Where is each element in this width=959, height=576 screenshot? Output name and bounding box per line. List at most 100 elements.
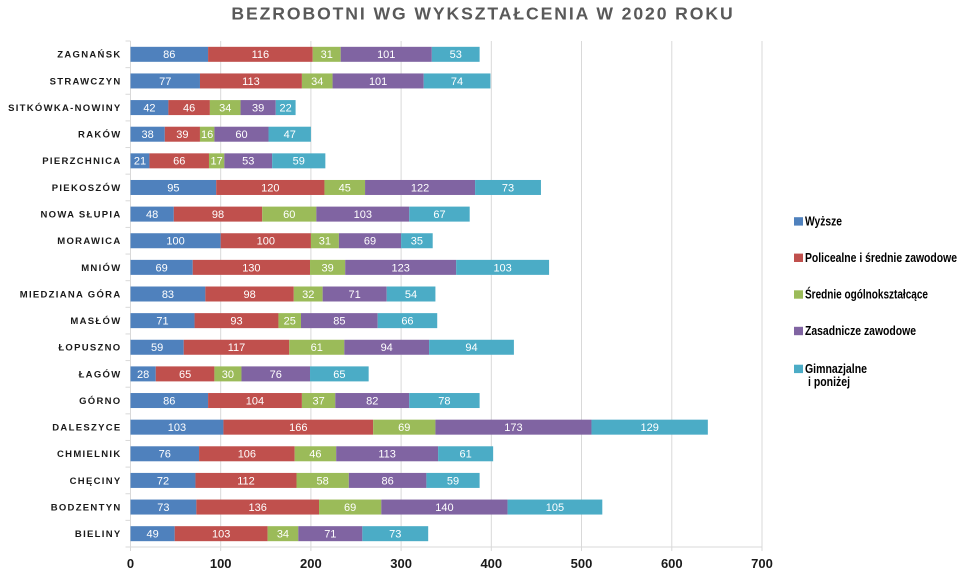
svg-text:100: 100 <box>210 556 232 571</box>
svg-text:21: 21 <box>134 156 146 168</box>
svg-text:123: 123 <box>392 262 410 274</box>
svg-text:85: 85 <box>333 316 345 328</box>
svg-text:0: 0 <box>127 556 134 571</box>
svg-text:60: 60 <box>283 209 295 221</box>
svg-text:SITKÓWKA-NOWINY: SITKÓWKA-NOWINY <box>8 102 121 114</box>
svg-text:140: 140 <box>435 502 453 514</box>
svg-text:78: 78 <box>438 395 450 407</box>
svg-text:CHĘCINY: CHĘCINY <box>70 476 122 487</box>
svg-text:PIEKOSZÓW: PIEKOSZÓW <box>52 182 122 194</box>
svg-text:83: 83 <box>162 289 174 301</box>
svg-text:34: 34 <box>311 76 323 88</box>
svg-text:17: 17 <box>211 156 223 168</box>
svg-text:37: 37 <box>312 395 324 407</box>
svg-text:BODZENTYN: BODZENTYN <box>51 502 122 513</box>
svg-text:i poniżej: i poniżej <box>808 374 850 389</box>
svg-text:69: 69 <box>155 262 167 274</box>
svg-text:45: 45 <box>339 182 351 194</box>
svg-text:RAKÓW: RAKÓW <box>78 129 121 141</box>
svg-text:100: 100 <box>166 236 184 248</box>
svg-text:35: 35 <box>411 236 423 248</box>
svg-text:82: 82 <box>366 395 378 407</box>
svg-text:59: 59 <box>293 156 305 168</box>
svg-text:101: 101 <box>377 49 395 61</box>
svg-text:NOWA SŁUPIA: NOWA SŁUPIA <box>41 210 122 221</box>
svg-text:60: 60 <box>235 129 247 141</box>
svg-text:76: 76 <box>270 369 282 381</box>
svg-text:113: 113 <box>242 76 260 88</box>
svg-text:39: 39 <box>321 262 333 274</box>
svg-text:69: 69 <box>344 502 356 514</box>
svg-text:77: 77 <box>159 76 171 88</box>
svg-text:173: 173 <box>504 422 522 434</box>
svg-text:106: 106 <box>238 449 256 461</box>
svg-text:ŁAGÓW: ŁAGÓW <box>79 368 122 380</box>
svg-text:76: 76 <box>159 449 171 461</box>
svg-text:25: 25 <box>284 316 296 328</box>
svg-text:22: 22 <box>280 102 292 114</box>
svg-text:34: 34 <box>219 102 231 114</box>
svg-text:31: 31 <box>319 236 331 248</box>
svg-text:166: 166 <box>289 422 307 434</box>
svg-text:49: 49 <box>146 529 158 541</box>
svg-text:72: 72 <box>157 475 169 487</box>
svg-text:32: 32 <box>302 289 314 301</box>
svg-text:103: 103 <box>354 209 372 221</box>
svg-text:86: 86 <box>163 49 175 61</box>
svg-text:101: 101 <box>369 76 387 88</box>
svg-text:58: 58 <box>317 475 329 487</box>
svg-text:73: 73 <box>157 502 169 514</box>
svg-text:400: 400 <box>480 556 502 571</box>
svg-text:69: 69 <box>364 236 376 248</box>
svg-text:73: 73 <box>502 182 514 194</box>
svg-text:129: 129 <box>640 422 658 434</box>
svg-text:700: 700 <box>751 556 773 571</box>
svg-text:MORAWICA: MORAWICA <box>57 236 121 247</box>
svg-text:93: 93 <box>230 316 242 328</box>
svg-text:94: 94 <box>381 342 393 354</box>
svg-text:66: 66 <box>173 156 185 168</box>
svg-text:65: 65 <box>333 369 345 381</box>
svg-text:Gimnazjalne: Gimnazjalne <box>805 361 867 376</box>
svg-text:71: 71 <box>349 289 361 301</box>
svg-text:28: 28 <box>137 369 149 381</box>
svg-text:MASŁÓW: MASŁÓW <box>70 315 121 327</box>
svg-text:98: 98 <box>243 289 255 301</box>
svg-text:CHMIELNIK: CHMIELNIK <box>57 449 121 460</box>
svg-text:100: 100 <box>257 236 275 248</box>
svg-text:71: 71 <box>156 316 168 328</box>
svg-text:113: 113 <box>378 449 396 461</box>
svg-text:48: 48 <box>146 209 158 221</box>
svg-text:BIELINY: BIELINY <box>75 529 122 540</box>
svg-text:34: 34 <box>277 529 289 541</box>
svg-text:MIEDZIANA GÓRA: MIEDZIANA GÓRA <box>20 288 122 300</box>
svg-text:600: 600 <box>661 556 683 571</box>
svg-text:103: 103 <box>493 262 511 274</box>
svg-text:103: 103 <box>212 529 230 541</box>
svg-text:74: 74 <box>451 76 463 88</box>
svg-text:MNIÓW: MNIÓW <box>81 262 121 274</box>
svg-text:Średnie ogólnokształcące: Średnie ogólnokształcące <box>805 287 928 302</box>
svg-text:200: 200 <box>300 556 322 571</box>
svg-text:61: 61 <box>311 342 323 354</box>
svg-text:54: 54 <box>405 289 417 301</box>
svg-text:46: 46 <box>183 102 195 114</box>
svg-text:71: 71 <box>324 529 336 541</box>
svg-text:94: 94 <box>465 342 477 354</box>
svg-text:117: 117 <box>228 342 246 354</box>
svg-text:Wyższe: Wyższe <box>805 214 842 229</box>
svg-text:PIERZCHNICA: PIERZCHNICA <box>42 156 121 167</box>
svg-text:69: 69 <box>398 422 410 434</box>
svg-text:116: 116 <box>252 49 270 61</box>
svg-text:59: 59 <box>151 342 163 354</box>
svg-text:53: 53 <box>450 49 462 61</box>
svg-text:BEZROBOTNI WG WYKSZTAŁCENIA W: BEZROBOTNI WG WYKSZTAŁCENIA W 2020 ROKU <box>231 3 734 23</box>
svg-text:Policealne i średnie zawodowe: Policealne i średnie zawodowe <box>805 250 957 265</box>
svg-text:86: 86 <box>163 395 175 407</box>
svg-text:GÓRNO: GÓRNO <box>79 395 121 407</box>
svg-text:73: 73 <box>389 529 401 541</box>
svg-text:500: 500 <box>571 556 593 571</box>
svg-text:120: 120 <box>261 182 279 194</box>
svg-text:104: 104 <box>246 395 264 407</box>
svg-text:112: 112 <box>237 475 255 487</box>
